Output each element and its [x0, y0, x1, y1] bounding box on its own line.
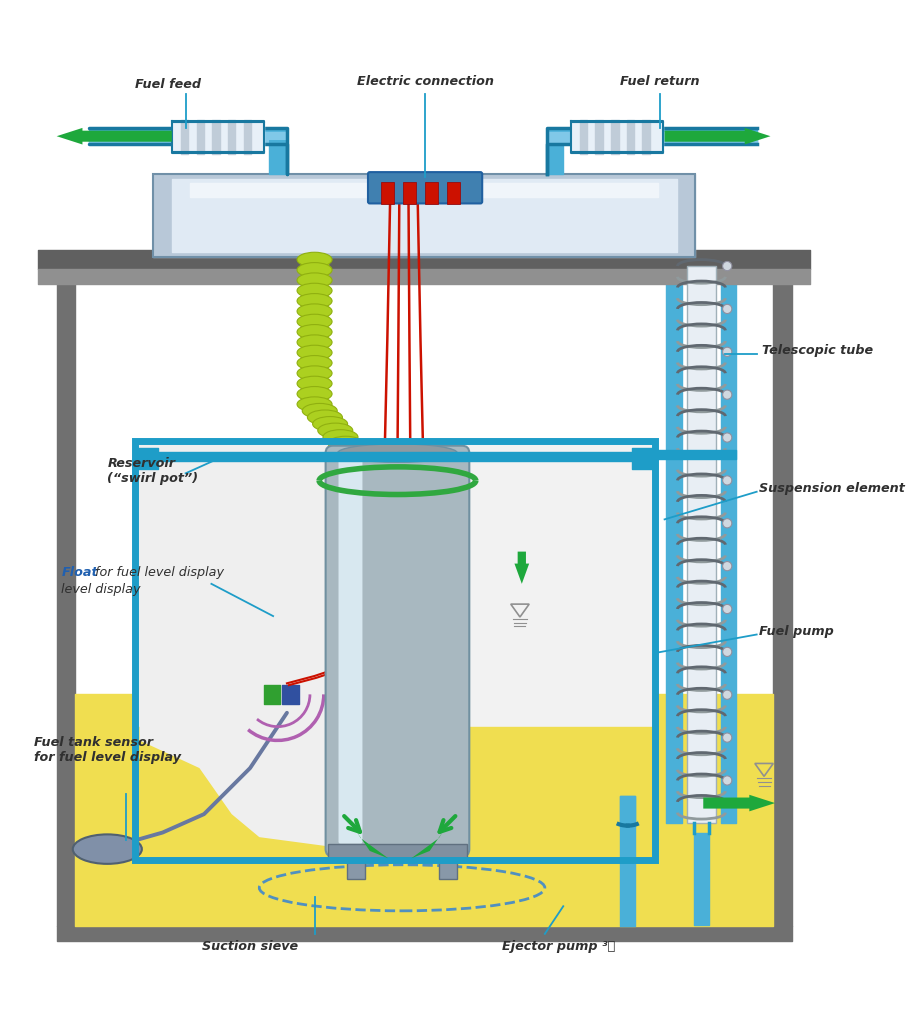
- Bar: [381, 182, 394, 205]
- Text: Fuel pump: Fuel pump: [758, 626, 834, 638]
- Text: Float: Float: [62, 566, 98, 580]
- Ellipse shape: [323, 430, 358, 444]
- Polygon shape: [665, 128, 770, 144]
- Ellipse shape: [73, 835, 142, 864]
- Ellipse shape: [328, 436, 364, 451]
- FancyBboxPatch shape: [339, 459, 363, 844]
- Text: Fuel tank sensor
for fuel level display: Fuel tank sensor for fuel level display: [34, 735, 181, 764]
- Polygon shape: [514, 552, 529, 584]
- Ellipse shape: [297, 335, 332, 349]
- Text: Reservoir
(“swirl pot”): Reservoir (“swirl pot”): [107, 458, 198, 485]
- Bar: [447, 182, 460, 205]
- Text: Fuel feed: Fuel feed: [135, 78, 201, 91]
- Ellipse shape: [297, 252, 332, 267]
- Polygon shape: [140, 441, 329, 847]
- Circle shape: [722, 733, 732, 742]
- Circle shape: [722, 776, 732, 785]
- Ellipse shape: [297, 366, 332, 381]
- Bar: [687, 266, 716, 823]
- Bar: [425, 182, 438, 205]
- Bar: [439, 860, 457, 879]
- Text: Ejector pump ³⧠: Ejector pump ³⧠: [502, 940, 615, 953]
- Text: Fuel return: Fuel return: [621, 76, 700, 88]
- Polygon shape: [57, 128, 172, 144]
- Ellipse shape: [333, 442, 368, 458]
- Text: level display: level display: [62, 583, 140, 596]
- Bar: [135, 441, 655, 860]
- Text: Suspension element: Suspension element: [758, 481, 904, 495]
- Ellipse shape: [297, 284, 332, 298]
- Ellipse shape: [297, 262, 332, 278]
- Text: Telescopic tube: Telescopic tube: [762, 344, 873, 357]
- Ellipse shape: [297, 304, 332, 318]
- Ellipse shape: [297, 294, 332, 308]
- Circle shape: [722, 519, 732, 527]
- Circle shape: [722, 304, 732, 313]
- Circle shape: [722, 390, 732, 399]
- Ellipse shape: [297, 314, 332, 329]
- Circle shape: [722, 347, 732, 356]
- Circle shape: [722, 561, 732, 570]
- Ellipse shape: [297, 397, 332, 412]
- Bar: [269, 140, 286, 144]
- Polygon shape: [703, 795, 775, 811]
- FancyBboxPatch shape: [326, 445, 469, 856]
- Circle shape: [722, 476, 732, 485]
- Ellipse shape: [338, 443, 457, 462]
- Bar: [329, 844, 466, 860]
- Ellipse shape: [308, 410, 342, 425]
- Ellipse shape: [302, 403, 337, 418]
- Ellipse shape: [313, 417, 348, 431]
- Ellipse shape: [297, 386, 332, 401]
- Ellipse shape: [297, 273, 332, 288]
- Bar: [347, 860, 365, 879]
- Ellipse shape: [297, 355, 332, 371]
- Circle shape: [722, 647, 732, 656]
- FancyBboxPatch shape: [368, 172, 482, 204]
- Bar: [153, 174, 695, 257]
- Ellipse shape: [318, 423, 353, 438]
- Polygon shape: [411, 830, 443, 858]
- Text: for fuel level display: for fuel level display: [91, 566, 224, 580]
- Circle shape: [722, 690, 732, 699]
- Circle shape: [722, 604, 732, 613]
- Circle shape: [722, 261, 732, 270]
- Circle shape: [722, 433, 732, 442]
- Text: Electric connection: Electric connection: [356, 76, 494, 88]
- Ellipse shape: [297, 376, 332, 391]
- Bar: [403, 182, 416, 205]
- Ellipse shape: [297, 325, 332, 339]
- Text: Suction sieve: Suction sieve: [202, 940, 298, 953]
- Ellipse shape: [297, 345, 332, 360]
- Polygon shape: [356, 830, 388, 858]
